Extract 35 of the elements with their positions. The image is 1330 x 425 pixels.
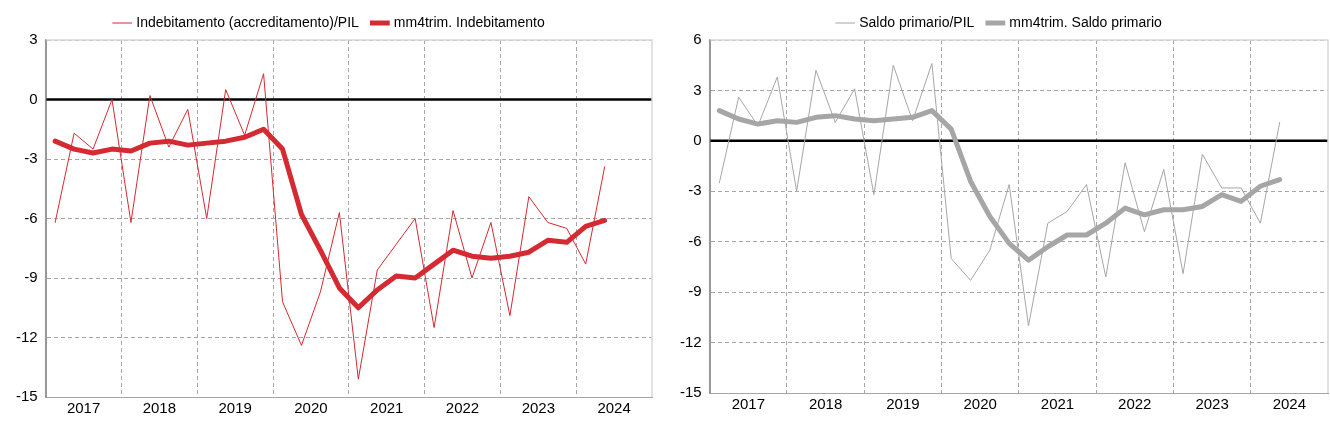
y-tick-label: 0 xyxy=(693,131,702,148)
y-tick-label: -6 xyxy=(688,231,702,249)
x-tick-label: 2017 xyxy=(66,399,101,417)
x-tick-label: 2021 xyxy=(1040,395,1075,413)
x-tick-label: 2020 xyxy=(963,395,997,413)
legend-label: mm4trim. Saldo primario xyxy=(1009,13,1163,30)
x-tick-label: 2021 xyxy=(370,399,404,417)
x-tick-label: 2024 xyxy=(597,399,631,417)
x-tick-label: 2022 xyxy=(1118,395,1152,413)
y-tick-label: 3 xyxy=(693,80,702,98)
y-tick-label: -12 xyxy=(679,332,702,350)
x-tick-label: 2018 xyxy=(142,399,177,417)
y-tick-label: -6 xyxy=(24,208,38,226)
y-tick-label: -15 xyxy=(679,383,702,401)
x-tick-label: 2020 xyxy=(294,399,328,417)
legend-label: Indebitamento (accreditamento)/PIL xyxy=(136,13,360,30)
x-tick-label: 2018 xyxy=(808,395,843,413)
y-tick-label: -3 xyxy=(688,181,702,199)
legend-label: mm4trim. Indebitamento xyxy=(393,13,545,30)
y-tick-label: 0 xyxy=(29,89,38,107)
x-tick-label: 2024 xyxy=(1272,395,1307,413)
y-tick-label: -9 xyxy=(24,268,38,286)
y-tick-label: -9 xyxy=(688,282,702,300)
x-tick-label: 2019 xyxy=(218,399,252,417)
x-tick-label: 2017 xyxy=(731,395,766,413)
x-tick-label: 2022 xyxy=(445,399,480,417)
y-tick-label: -15 xyxy=(15,387,38,405)
x-tick-label: 2023 xyxy=(521,399,555,417)
x-tick-label: 2023 xyxy=(1195,395,1229,413)
x-tick-label: 2019 xyxy=(886,395,920,413)
legend-label: Saldo primario/PIL xyxy=(859,13,975,30)
y-tick-label: 6 xyxy=(693,30,702,48)
y-tick-label: -3 xyxy=(24,149,38,167)
y-tick-label: 3 xyxy=(29,30,38,48)
y-tick-label: -12 xyxy=(15,327,38,345)
